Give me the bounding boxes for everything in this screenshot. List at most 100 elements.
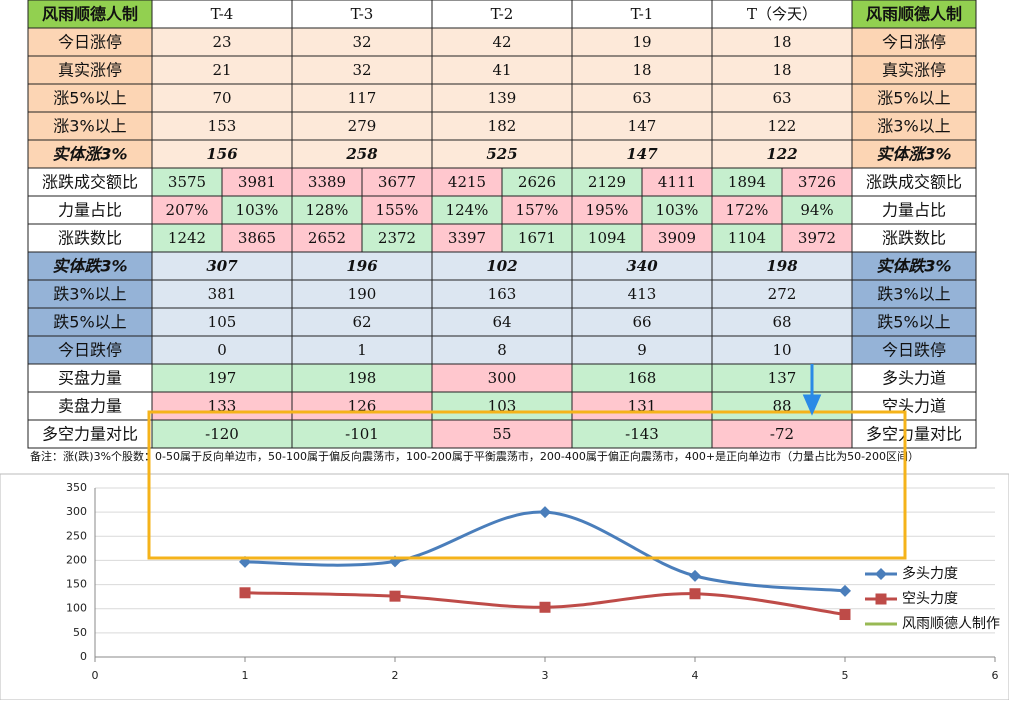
cell-text: 32 [352,33,371,51]
cell-text: 197 [208,369,237,387]
table-cell [571,251,713,281]
cell-text: 195% [586,201,629,219]
table-cell [711,111,853,141]
cell-text: 70 [212,89,231,107]
cell-text: 4111 [658,173,696,191]
cell-text: 多空力量对比 [42,425,138,444]
cell-text: 多空力量对比 [866,425,962,444]
cell-text: 力量占比 [58,201,122,220]
cell-text: 3972 [798,229,836,247]
cell-text: 3865 [238,229,276,247]
table-cell [851,27,977,57]
cell-text: 8 [497,341,507,359]
table-cell [27,195,153,225]
cell-text: 139 [488,89,517,107]
cell-text: 103% [236,201,279,219]
cell-text: 157% [516,201,559,219]
table-cell [571,27,713,57]
cell-text: 涨跌成交额比 [42,173,138,192]
table-cell [711,167,783,197]
y-tick-label: 150 [66,578,87,591]
table-cell [431,223,503,253]
cell-text: 1104 [728,229,766,247]
table-cell [27,83,153,113]
cell-text: 198 [766,257,798,275]
cell-text: 2372 [378,229,416,247]
y-tick-label: 200 [66,553,87,566]
table-cell [431,55,573,85]
table-cell [851,167,977,197]
table-cell [711,27,853,57]
arrow [802,364,822,416]
y-tick-label: 250 [66,529,87,542]
table-cell [431,139,573,169]
cell-text: 涨跌成交额比 [866,173,962,192]
cell-text: 实体涨3% [52,145,127,164]
table-cell [851,419,977,449]
table-cell [431,391,573,421]
cell-text: 2129 [588,173,626,191]
table-cell [851,55,977,85]
square-marker [239,587,251,599]
table-cell [27,307,153,337]
table-cell [851,83,977,113]
cell-text: 103% [656,201,699,219]
cell-text: 190 [348,285,377,303]
cell-text: 198 [348,369,377,387]
table-cell [291,111,433,141]
cell-text: 137 [768,369,797,387]
cell-text: 168 [628,369,657,387]
cell-text: 105 [208,313,237,331]
cell-text: 9 [637,341,647,359]
table-cell [711,139,853,169]
cell-text: 1242 [168,229,206,247]
table-cell [851,363,977,393]
cell-text: 涨跌数比 [58,229,122,248]
table-cell [27,27,153,57]
table-cell [27,139,153,169]
cell-text: 172% [726,201,769,219]
table-cell [501,195,573,225]
cell-text: 涨跌数比 [882,229,946,248]
cell-text: 21 [212,61,231,79]
table-cell [711,83,853,113]
table-cell [851,0,977,29]
table-cell [27,55,153,85]
cell-text: 18 [632,61,651,79]
cell-text: 涨3%以上 [877,117,950,136]
table-cell [571,195,643,225]
chart: 0 50 100 150 200 250 300 350 0 1 2 3 4 5 6 多头力度空头力度风雨顺德… [66,481,1000,682]
cell-text: 147 [626,145,658,163]
table-cell [431,83,573,113]
table-cell [641,167,713,197]
cell-text: 155% [376,201,419,219]
x-tick-label: 0 [92,669,99,682]
cell-text: 3677 [378,173,416,191]
table-cell [27,251,153,281]
cell-text: 1894 [728,173,766,191]
table-cell [27,167,153,197]
legend-label: 多头力度 [902,565,958,582]
cell-text: 实体跌3% [876,257,951,276]
diamond-marker [689,569,701,582]
legend-label: 空头力度 [902,591,958,607]
table-cell [291,55,433,85]
cell-text: 94% [800,201,833,219]
cell-text: 23 [212,33,231,51]
table-cell [291,0,433,29]
legend-label: 风雨顺德人制作 [902,616,1000,632]
table-cell [151,0,293,29]
table-cell [851,279,977,309]
cell-text: 卖盘力量 [58,397,122,416]
cell-text: 买盘力量 [58,369,122,388]
cell-text: 272 [768,285,797,303]
cell-text: 力量占比 [882,201,946,220]
table-cell [27,223,153,253]
y-tick-label: 350 [66,481,87,494]
table-cell [291,419,433,449]
cell-text: -101 [345,425,379,443]
cell-text: 3575 [168,173,206,191]
cell-text: 跌3%以上 [877,285,950,304]
table-cell [711,419,853,449]
cell-text: 2626 [518,173,556,191]
